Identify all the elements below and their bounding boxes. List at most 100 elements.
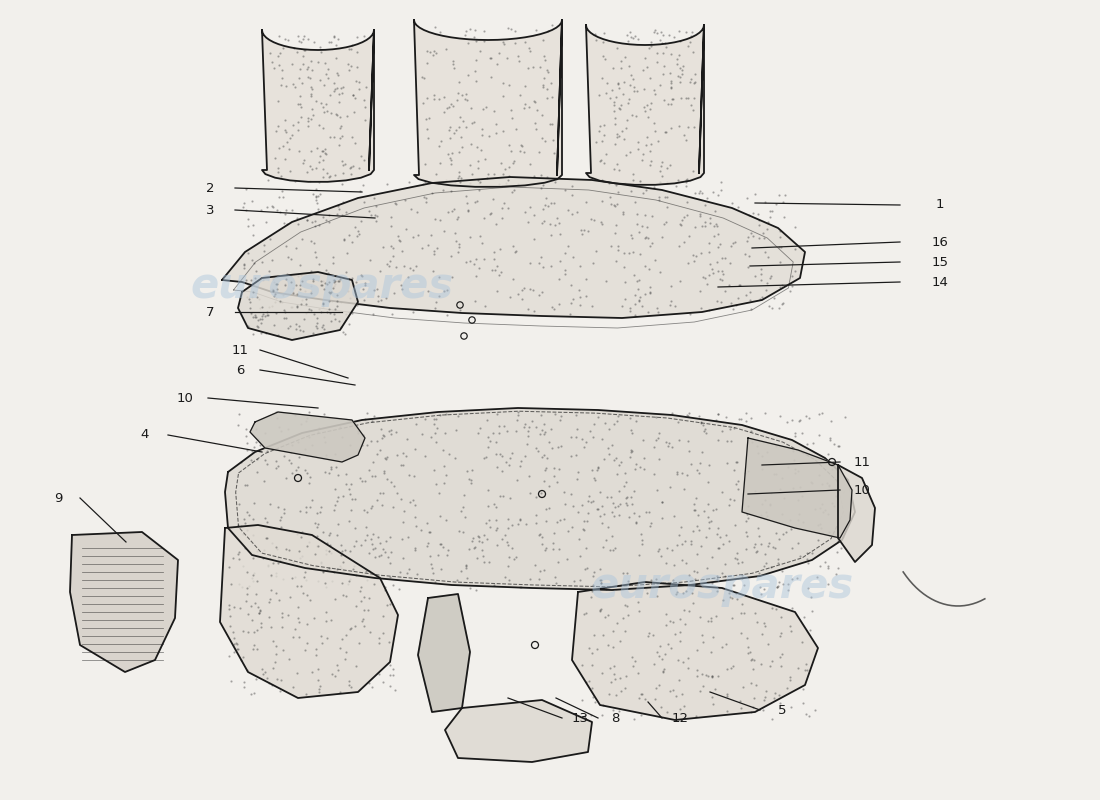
Point bbox=[575, 441, 593, 454]
Point bbox=[641, 281, 659, 294]
Point bbox=[498, 536, 516, 549]
Point bbox=[770, 576, 788, 589]
Point bbox=[473, 236, 491, 249]
Point bbox=[304, 63, 321, 76]
Point bbox=[342, 42, 360, 55]
Point bbox=[569, 466, 586, 478]
Point bbox=[292, 505, 309, 518]
Point bbox=[268, 162, 286, 174]
Point bbox=[626, 309, 644, 322]
Point bbox=[616, 598, 634, 611]
Point bbox=[470, 262, 487, 274]
Point bbox=[740, 249, 758, 262]
Point bbox=[485, 168, 503, 181]
Point bbox=[475, 253, 493, 266]
Point bbox=[314, 275, 331, 288]
Point bbox=[387, 198, 405, 210]
Point bbox=[348, 61, 365, 74]
Point bbox=[277, 311, 295, 324]
Point bbox=[571, 550, 588, 562]
Point bbox=[671, 62, 689, 74]
Text: 11: 11 bbox=[231, 343, 249, 357]
Point bbox=[342, 478, 360, 490]
Point bbox=[485, 578, 503, 591]
Point bbox=[428, 47, 446, 60]
Point bbox=[371, 486, 388, 499]
Point bbox=[262, 620, 279, 633]
Point bbox=[304, 82, 321, 95]
Point bbox=[239, 582, 256, 594]
Point bbox=[546, 303, 563, 316]
Point bbox=[750, 218, 768, 231]
Point bbox=[739, 261, 757, 274]
Point bbox=[329, 518, 346, 530]
Point bbox=[703, 670, 720, 683]
Point bbox=[355, 503, 373, 516]
Point bbox=[483, 264, 500, 277]
Point bbox=[585, 471, 603, 484]
Point bbox=[232, 654, 250, 666]
Point bbox=[491, 268, 508, 281]
Point bbox=[474, 103, 492, 116]
Point bbox=[244, 310, 262, 323]
Point bbox=[394, 447, 411, 460]
Point bbox=[772, 660, 790, 673]
Point bbox=[684, 46, 702, 58]
Point bbox=[264, 556, 282, 569]
Point bbox=[332, 562, 350, 574]
Point bbox=[826, 460, 844, 473]
Point bbox=[672, 70, 690, 83]
Point bbox=[652, 496, 670, 509]
Point bbox=[662, 294, 680, 307]
Point bbox=[288, 211, 306, 224]
Point bbox=[384, 669, 402, 682]
Point bbox=[426, 575, 443, 588]
Point bbox=[700, 516, 717, 529]
Point bbox=[763, 602, 781, 614]
Point bbox=[661, 480, 679, 493]
Point bbox=[440, 206, 458, 218]
Point bbox=[674, 482, 692, 495]
Point bbox=[351, 471, 369, 484]
Point bbox=[609, 240, 627, 253]
Point bbox=[628, 85, 646, 98]
Point bbox=[780, 578, 798, 590]
Point bbox=[475, 212, 493, 225]
Point bbox=[324, 250, 342, 263]
Point bbox=[509, 518, 527, 530]
Point bbox=[455, 93, 473, 106]
Point bbox=[754, 498, 771, 510]
Point bbox=[827, 568, 845, 581]
Point bbox=[564, 499, 582, 512]
Point bbox=[499, 78, 517, 91]
Point bbox=[758, 505, 776, 518]
Point bbox=[578, 515, 595, 528]
Point bbox=[407, 418, 425, 430]
Point bbox=[499, 559, 517, 572]
Point bbox=[341, 42, 359, 55]
Point bbox=[242, 308, 260, 321]
Point bbox=[431, 486, 449, 499]
Point bbox=[361, 677, 378, 690]
Point bbox=[714, 566, 732, 579]
Point bbox=[244, 286, 262, 298]
Point bbox=[442, 185, 460, 198]
Point bbox=[818, 578, 836, 590]
Point bbox=[616, 246, 634, 259]
Point bbox=[478, 430, 496, 443]
Point bbox=[243, 572, 261, 585]
Point bbox=[691, 185, 708, 198]
Point bbox=[705, 267, 723, 280]
Point bbox=[595, 26, 613, 39]
Point bbox=[684, 597, 702, 610]
Point bbox=[345, 559, 363, 572]
Point bbox=[636, 288, 653, 301]
Point bbox=[781, 670, 799, 683]
Point bbox=[292, 579, 309, 592]
Point bbox=[427, 413, 444, 426]
Point bbox=[725, 236, 742, 249]
Point bbox=[333, 576, 351, 589]
Point bbox=[350, 75, 367, 88]
Point bbox=[512, 138, 529, 151]
Point bbox=[664, 615, 682, 628]
